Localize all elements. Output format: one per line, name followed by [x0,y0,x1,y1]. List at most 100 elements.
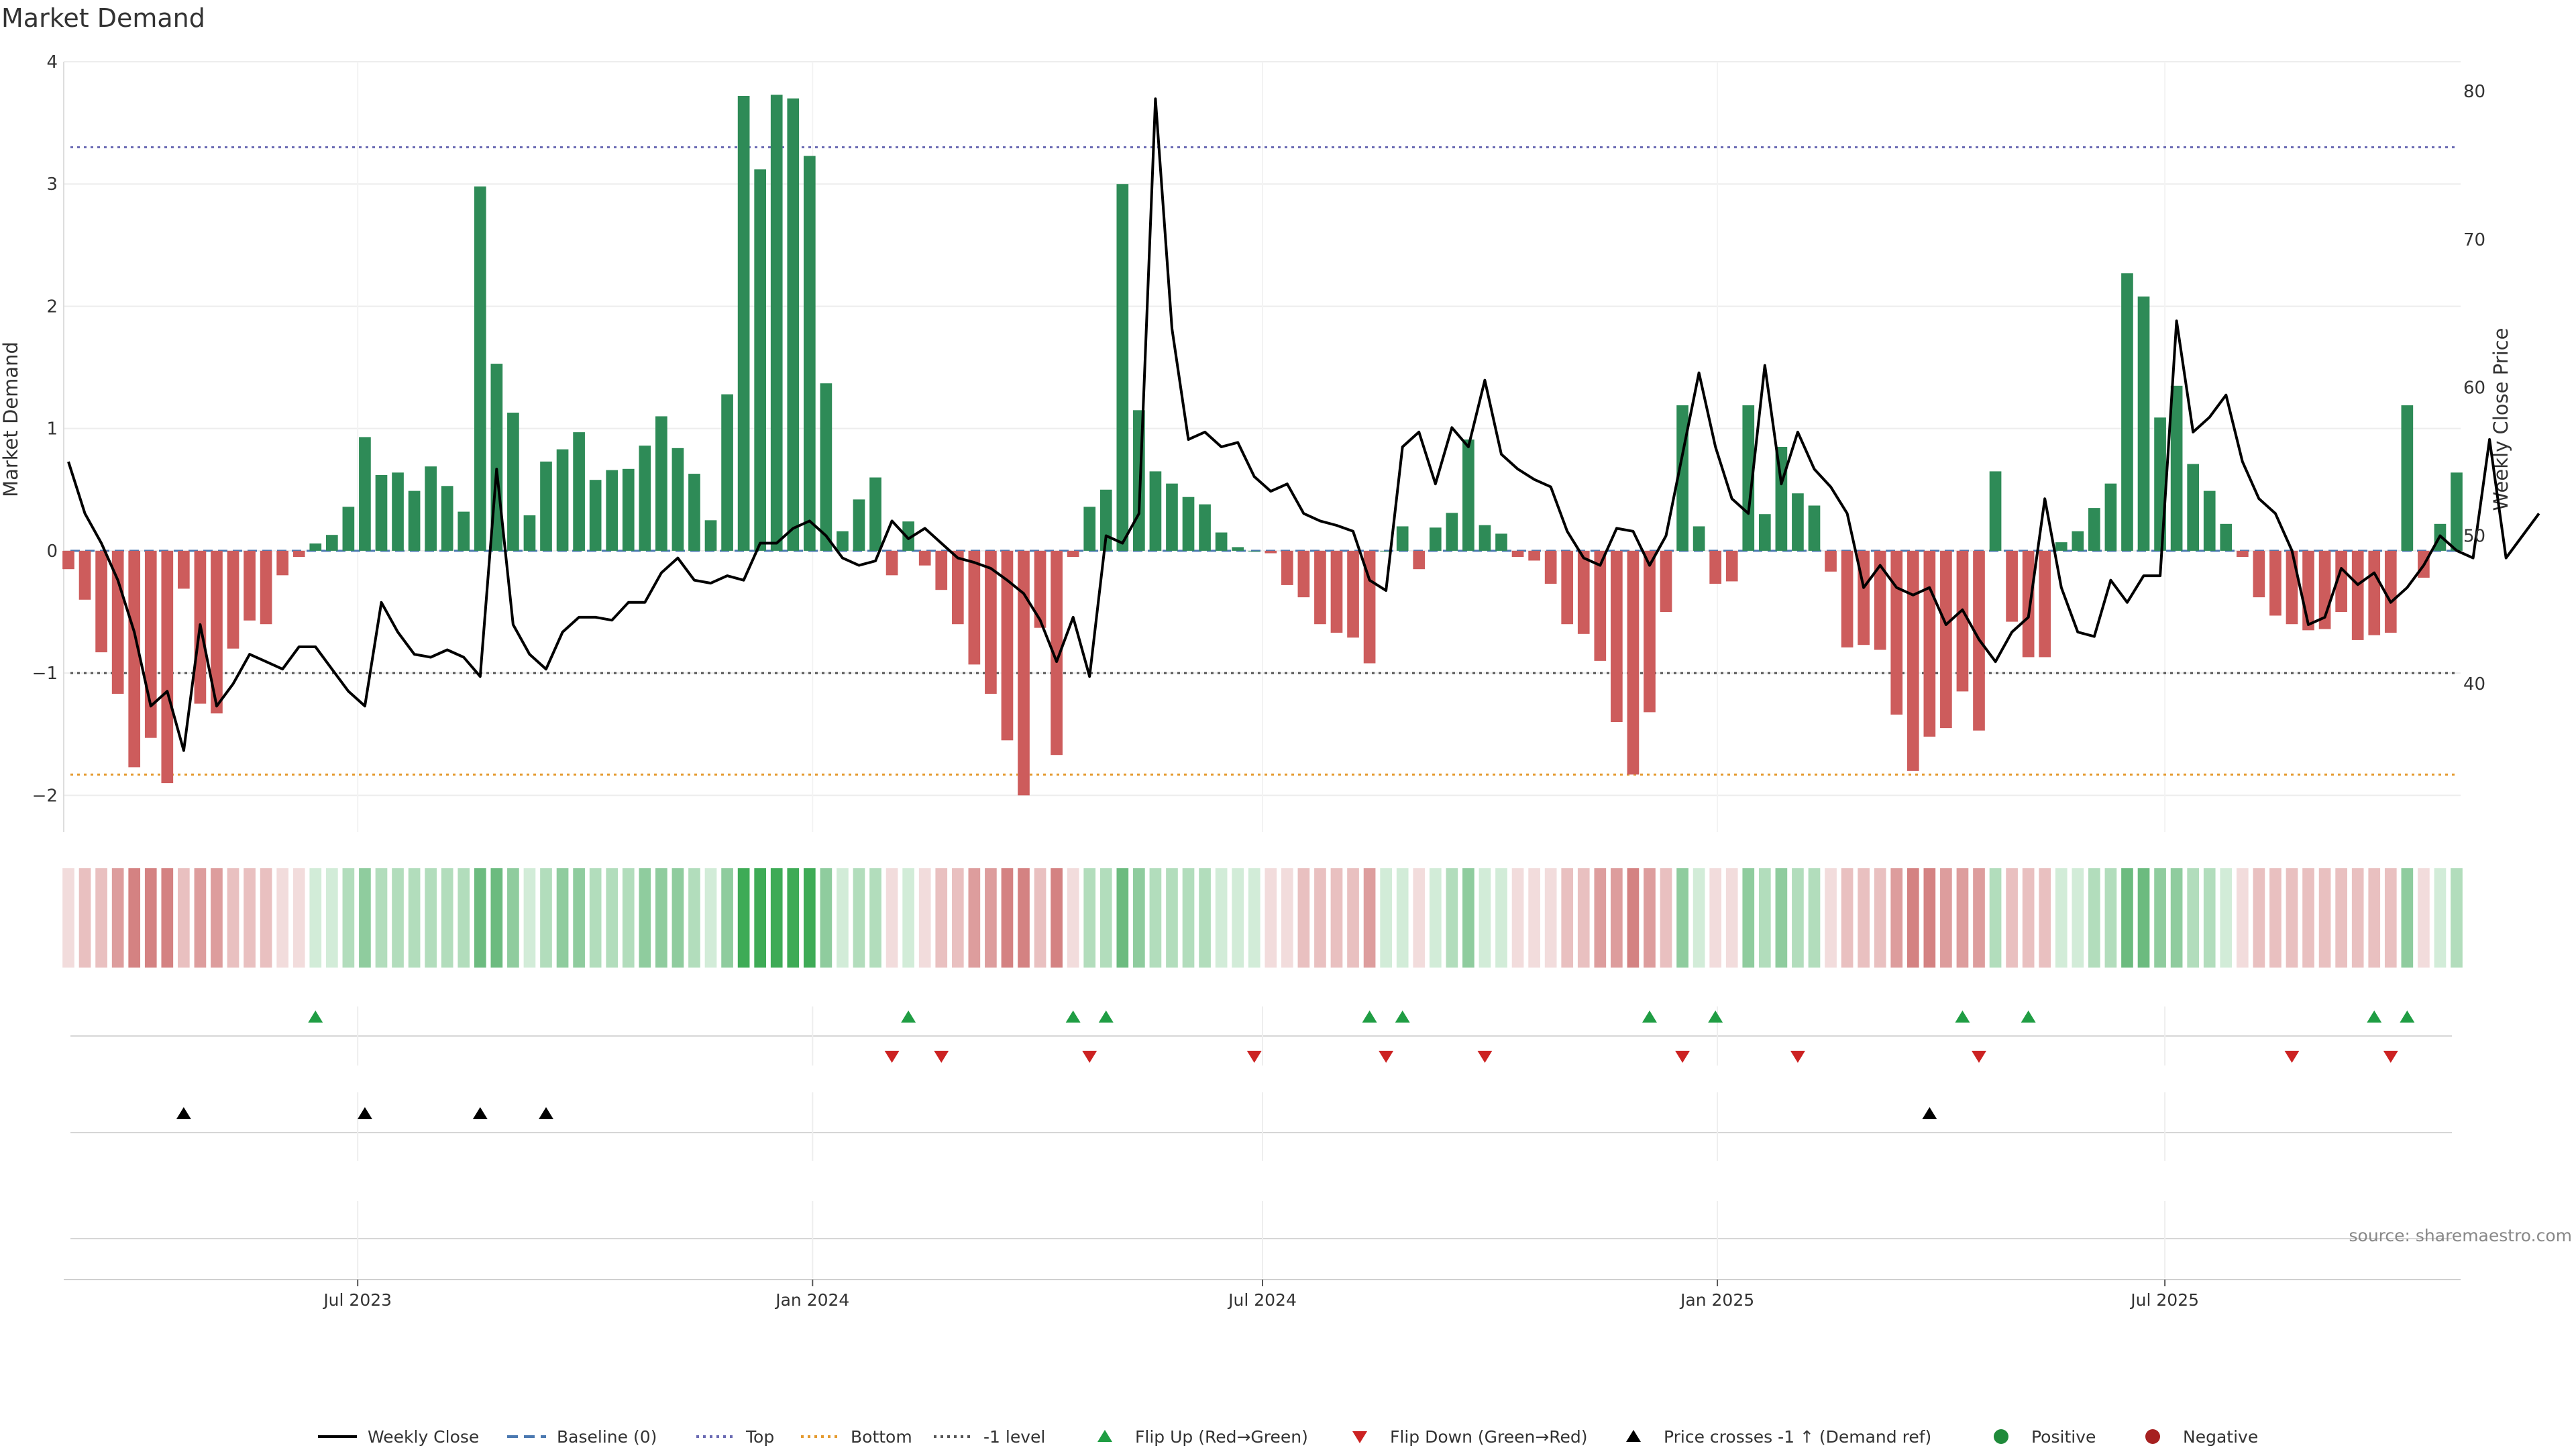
heat-cell [1644,868,1656,968]
demand-bar [573,432,585,551]
heat-cell [2451,868,2463,968]
demand-bar [1297,550,1310,598]
y-tick-label: −1 [32,664,58,684]
heat-cell [1314,868,1326,968]
legend-label: Top [745,1427,774,1447]
flip-up-marker [308,1010,323,1023]
demand-bar [292,550,305,557]
heat-cell [2170,868,2183,968]
weekly-close-line [67,97,2540,752]
flip-up-marker [901,1010,916,1023]
demand-bar [2351,550,2364,640]
demand-bar [2368,550,2381,635]
heat-cell [1858,868,1870,968]
demand-bar [2269,550,2282,616]
demand-bar [1396,526,1409,551]
demand-bar [1149,471,1162,551]
heat-cell [589,868,602,968]
demand-bar [885,550,898,576]
heat-cell [2335,868,2347,968]
demand-bar [1792,493,1804,551]
heat-cell [1825,868,1837,968]
flip-down-marker [884,1051,900,1063]
heat-cell [2236,868,2249,968]
heat-cell [1528,868,1540,968]
demand-bar [359,437,371,551]
heat-cell [672,868,684,968]
heat-cell [1232,868,1244,968]
demand-bar [1034,550,1046,628]
heat-cell [392,868,404,968]
heat-cell [111,868,124,968]
demand-bar [1561,550,1574,625]
heat-cell [161,868,174,968]
price-cross-marker [176,1107,191,1119]
heat-cell [540,868,552,968]
heat-cell [95,868,107,968]
heat-cell [853,868,865,968]
heat-cell [622,868,635,968]
heat-cell [1281,868,1293,968]
heat-cell [2121,868,2133,968]
heat-cell [1792,868,1804,968]
heat-cell [1330,868,1343,968]
demand-bar [441,486,453,551]
demand-bar [276,550,289,576]
demand-bar [309,543,322,551]
y-tick-label: 0 [46,541,58,562]
heat-cell [1067,868,1079,968]
heat-cell [1561,868,1574,968]
y-axis-ticks: 4 3 2 1 0 −1 −2 [32,52,58,806]
demand-bar [869,477,881,551]
demand-bar [2302,550,2314,631]
heat-cell [1149,868,1162,968]
demand-bar [1644,550,1656,713]
heat-cell [1676,868,1688,968]
demand-bar [1923,550,1936,737]
demand-bar [2335,550,2347,612]
flip-up-marker [2367,1010,2382,1023]
demand-bar [1166,483,1178,551]
heat-cell [1429,868,1442,968]
y-tick-label: −2 [32,786,58,806]
heat-cell [803,868,816,968]
demand-bar [1380,550,1392,552]
source-note: source: sharemaestro.com [2349,1226,2573,1245]
heat-cell [1956,868,1969,968]
y2-tick-label: 50 [2463,526,2485,546]
heat-cell [359,868,371,968]
demand-bar [1199,504,1211,551]
demand-bar [408,490,421,551]
demand-bar [820,383,833,551]
flip-down-marker [1246,1051,1262,1063]
demand-bar [2006,550,2018,622]
demand-bar [2203,490,2216,551]
heat-cell [2072,868,2084,968]
heat-cell [721,868,733,968]
demand-bar [639,446,651,551]
legend-symbol [1352,1431,1367,1443]
demand-bar [853,499,865,551]
demand-bar [1265,550,1277,554]
legend-label: Weekly Close [368,1427,479,1447]
heat-cell [1248,868,1260,968]
demand-bar [1594,550,1607,661]
heat-cell [2104,868,2117,968]
reference-levels [70,146,2457,776]
demand-bar [1182,497,1195,551]
heat-cell [1479,868,1491,968]
demand-bar [1051,550,1063,756]
flip-down-marker [934,1051,949,1063]
demand-bar [1693,526,1705,551]
heat-cell [573,868,585,968]
heat-cell [1611,868,1623,968]
flip-up-marker [1362,1010,1377,1023]
legend-symbol [1994,1429,2008,1444]
heat-cell [2253,868,2265,968]
heat-cell [523,868,536,968]
demand-bar [342,507,355,551]
heat-cell [1907,868,1919,968]
demand-bar [1660,550,1672,612]
